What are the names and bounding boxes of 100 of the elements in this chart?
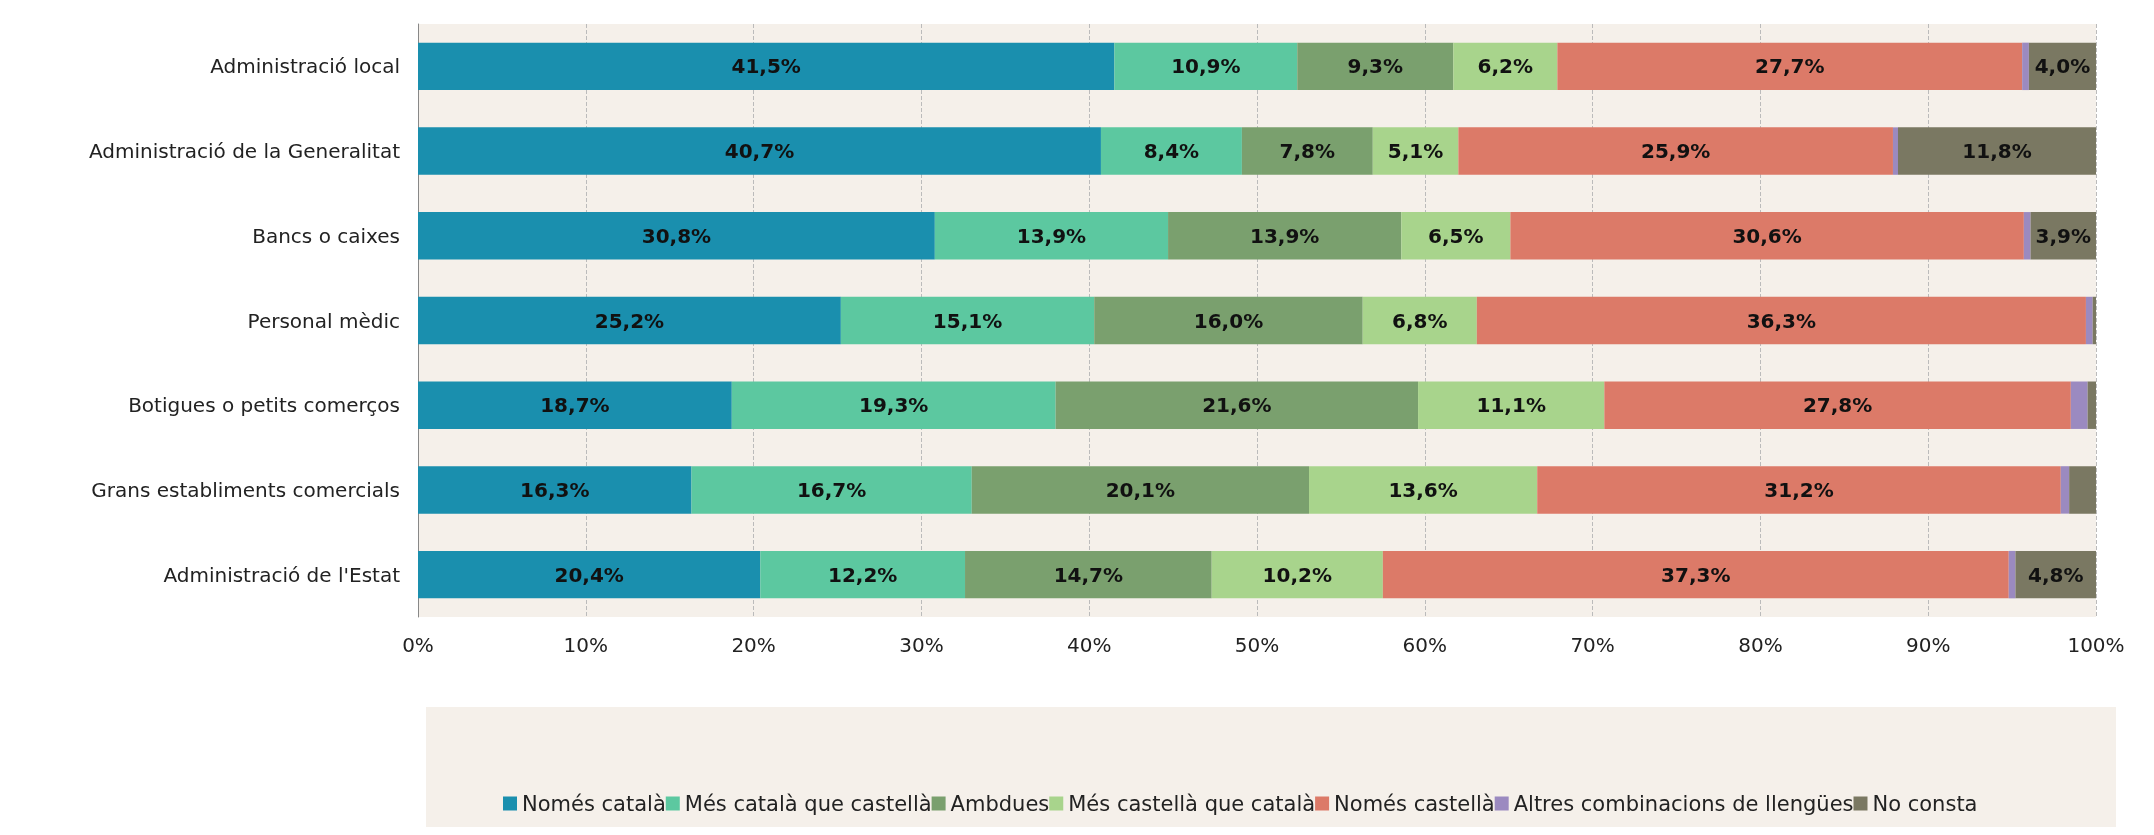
bar [1382, 550, 2009, 599]
x-tick-label: 40% [1066, 633, 1112, 657]
bar [1055, 381, 1419, 429]
legend-label: Només català [522, 791, 666, 816]
bar [1309, 466, 1538, 514]
bar [1297, 42, 1454, 91]
data-label: 25,9% [1640, 139, 1711, 164]
bar [1168, 212, 1402, 260]
bar [418, 42, 1115, 91]
data-label: 13,9% [1016, 223, 1087, 248]
data-label: 6,5% [1428, 223, 1484, 248]
bar [1510, 212, 2024, 260]
x-tick-label: 10% [563, 633, 609, 657]
data-label: 4,8% [2027, 562, 2084, 587]
x-tick-label: 70% [1570, 633, 1615, 657]
bar [1241, 127, 1373, 175]
data-label: 20,4% [554, 562, 624, 587]
data-label: 13,6% [1388, 477, 1458, 502]
x-tick-label: 60% [1402, 633, 1448, 657]
bar [1372, 127, 1459, 175]
bar [1557, 42, 2023, 91]
data-label: 18,7% [540, 393, 610, 418]
legend-label: Només castellà [1334, 791, 1495, 816]
bar [965, 550, 1212, 599]
y-tick-label: Grans establiments comercials [91, 477, 400, 502]
data-label: 27,7% [1755, 54, 1825, 79]
bar [418, 296, 841, 345]
bar [1476, 296, 2086, 345]
data-label: 25,2% [594, 308, 665, 333]
data-label: 10,9% [1171, 54, 1241, 79]
bar [1362, 296, 1477, 345]
bar [691, 466, 972, 514]
data-label: 40,7% [724, 139, 795, 164]
data-label: 5,1% [1387, 139, 1444, 164]
bar [2085, 296, 2093, 345]
x-tick-label: 30% [899, 633, 944, 657]
bar [2087, 381, 2096, 429]
data-label: 21,6% [1202, 393, 1272, 418]
bar [2070, 381, 2088, 429]
data-label: 41,5% [731, 54, 801, 79]
data-label: 11,8% [1962, 139, 2032, 164]
bar [1898, 127, 2096, 175]
data-label: 10,2% [1262, 562, 1332, 587]
data-label: 37,3% [1661, 562, 1731, 587]
bar [1094, 296, 1363, 345]
bar [418, 127, 1101, 175]
data-label: 7,8% [1279, 139, 1336, 164]
data-label: 27,8% [1802, 393, 1873, 418]
bar [1604, 381, 2071, 429]
bar [1537, 466, 2061, 514]
bar [2069, 466, 2096, 514]
data-label: 31,2% [1764, 477, 1834, 502]
bar [418, 466, 692, 514]
bar [418, 550, 761, 599]
bar [2022, 42, 2029, 91]
bar [934, 212, 1169, 260]
data-label: 6,8% [1392, 308, 1448, 333]
data-label: 11,1% [1476, 393, 1546, 418]
bar [418, 212, 935, 260]
y-tick-label: Bancs o caixes [252, 223, 400, 248]
data-label: 13,9% [1249, 223, 1320, 248]
x-tick-label: 50% [1234, 633, 1280, 657]
data-label: 16,7% [796, 477, 867, 502]
data-label: 19,3% [859, 393, 929, 418]
bar [1458, 127, 1893, 175]
bar [840, 296, 1095, 345]
y-tick-label: Personal mèdic [247, 308, 400, 333]
y-tick-label: Administració de la Generalitat [88, 139, 401, 164]
x-tick-label: 100% [2067, 633, 2125, 657]
bar [1418, 381, 1605, 429]
bar [1100, 127, 1242, 175]
data-label: 3,9% [2035, 223, 2092, 248]
y-tick-label: Administració local [210, 54, 400, 79]
bar [971, 466, 1310, 514]
bar [760, 550, 966, 599]
data-label: 8,4% [1143, 139, 1200, 164]
x-tick-label: 0% [402, 633, 434, 657]
x-tick-label: 90% [1905, 633, 1951, 657]
data-label: 9,3% [1347, 54, 1404, 79]
bar [1401, 212, 1511, 260]
bar [731, 381, 1056, 429]
legend-label: Més castellà que català [1068, 791, 1316, 816]
data-label: 36,3% [1746, 308, 1817, 333]
data-label: 20,1% [1105, 477, 1176, 502]
y-tick-label: Botigues o petits comerços [128, 393, 400, 418]
bar [2060, 466, 2070, 514]
data-label: 16,3% [520, 477, 590, 502]
data-label: 4,0% [2034, 54, 2091, 79]
legend-label: Més català que castellà [684, 791, 932, 816]
data-label: 30,6% [1732, 223, 1802, 248]
legend-label: No consta [1872, 791, 1978, 816]
bar [2023, 212, 2031, 260]
data-label: 14,7% [1053, 562, 1124, 587]
data-label: 12,2% [827, 562, 898, 587]
data-label: 6,2% [1477, 54, 1534, 79]
bar [1211, 550, 1383, 599]
data-label: 16,0% [1193, 308, 1264, 333]
x-tick-label: 80% [1738, 633, 1783, 657]
bar [1453, 42, 1558, 91]
data-label: 15,1% [932, 308, 1003, 333]
